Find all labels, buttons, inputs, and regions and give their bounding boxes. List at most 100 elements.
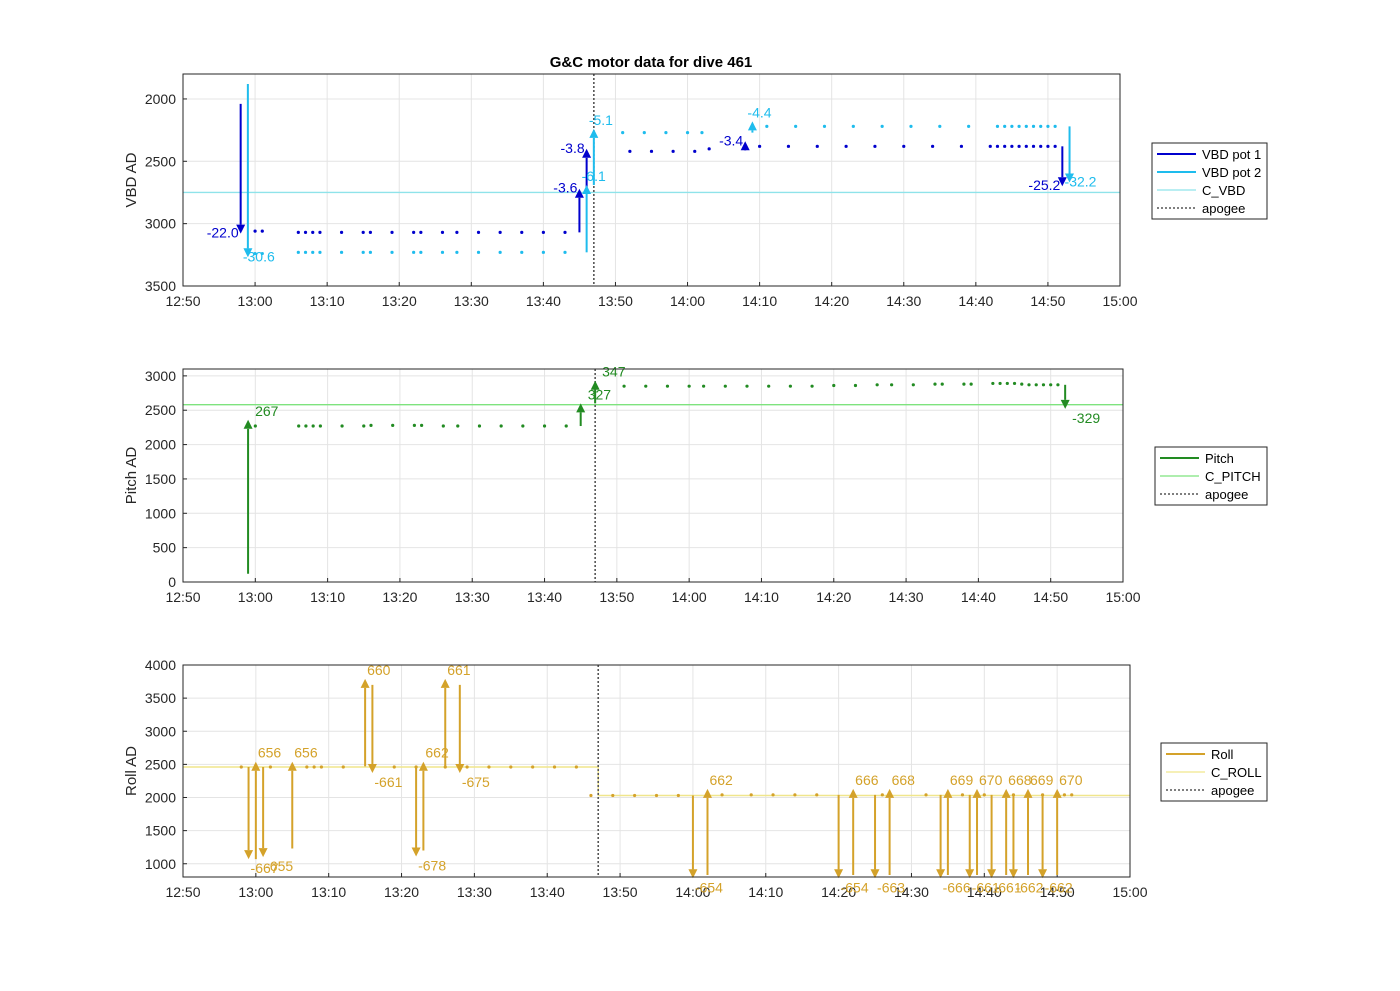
move-arrow-head (418, 761, 428, 771)
data-point (693, 149, 697, 153)
legend-entry: C_PITCH (1205, 469, 1261, 484)
data-point (392, 765, 396, 769)
data-point (318, 424, 322, 428)
x-tick-label: 13:30 (457, 884, 492, 900)
data-point (1046, 144, 1050, 148)
axes-frame (182, 664, 1131, 878)
data-point (341, 765, 345, 769)
y-tick-label: 3500 (145, 690, 176, 706)
y-tick-label: 1000 (145, 505, 176, 521)
data-point (771, 793, 775, 797)
data-point (541, 250, 545, 254)
data-point (1056, 383, 1060, 387)
move-arrow-head (287, 761, 297, 771)
move-label: -661 (994, 879, 1022, 895)
data-point (368, 250, 372, 254)
legend-entry: apogee (1202, 201, 1245, 216)
data-point (589, 793, 593, 798)
move-label: 669 (950, 772, 974, 788)
move-label: -662 (1015, 879, 1043, 895)
data-point (455, 230, 459, 234)
move-label: -3.8 (561, 140, 585, 156)
y-tick-label: 2000 (145, 437, 176, 453)
move-label: 668 (892, 772, 916, 788)
data-point (487, 765, 491, 769)
data-point (962, 382, 966, 386)
data-point (1024, 144, 1028, 148)
data-point (1012, 381, 1017, 386)
y-tick-label: 3000 (145, 368, 176, 384)
data-point (676, 793, 680, 798)
move-label: -675 (462, 774, 490, 790)
data-point (959, 144, 964, 148)
move-label: -30.6 (243, 248, 275, 264)
data-point (1070, 793, 1074, 797)
y-tick-label: 2500 (145, 153, 176, 169)
data-point (671, 149, 675, 153)
move-label: -663 (877, 879, 905, 895)
legend-entry: VBD pot 1 (1202, 147, 1261, 162)
y-axis-label: Roll AD (123, 746, 140, 796)
data-point (574, 765, 578, 769)
move-label: -32.2 (1065, 173, 1097, 189)
data-point (938, 124, 942, 128)
data-point (1003, 124, 1007, 128)
data-point (239, 765, 243, 769)
x-tick-label: 14:00 (675, 884, 710, 900)
legend-box (1151, 142, 1268, 220)
move-arrow-head (244, 850, 254, 860)
data-point (296, 250, 300, 254)
legend-entry: Roll (1211, 747, 1234, 762)
data-point (745, 384, 749, 388)
data-point (687, 384, 691, 388)
y-axis-label: VBD AD (123, 152, 140, 207)
x-tick-label: 13:50 (603, 884, 638, 900)
move-arrow-head (360, 678, 370, 688)
data-point (633, 793, 637, 798)
data-point (933, 382, 937, 386)
move-arrow-head (590, 380, 600, 390)
data-point (815, 793, 819, 797)
data-point (1005, 381, 1009, 386)
data-point (253, 251, 257, 256)
move-label: -3.6 (553, 180, 577, 196)
x-tick-label: 14:30 (889, 589, 924, 605)
data-point (419, 250, 423, 254)
x-tick-label: 13:20 (382, 589, 417, 605)
x-tick-label: 14:10 (742, 293, 777, 309)
move-label: -22.0 (207, 225, 239, 241)
data-point (967, 124, 971, 128)
move-arrow-head (589, 128, 599, 138)
move-arrow-head (367, 764, 377, 773)
data-point (260, 229, 264, 233)
x-tick-label: 12:50 (165, 589, 200, 605)
x-tick-label: 13:10 (311, 884, 346, 900)
move-arrow-head (870, 869, 880, 879)
data-point (412, 250, 416, 254)
data-point (628, 149, 632, 153)
data-point (541, 230, 545, 234)
y-tick-label: 2000 (145, 790, 176, 806)
series-pitch: 267 327 347 -329 (243, 364, 1100, 574)
move-arrow-head (440, 678, 450, 688)
move-label: 327 (588, 386, 612, 402)
x-tick-label: 13:00 (238, 589, 273, 605)
data-point (988, 144, 992, 148)
data-point (253, 229, 257, 233)
data-point (1010, 144, 1014, 148)
data-point (1031, 144, 1036, 148)
data-point (542, 424, 547, 428)
y-tick-label: 1000 (145, 856, 176, 872)
data-point (644, 384, 648, 388)
y-tick-label: 3000 (145, 216, 176, 232)
x-tick-label: 14:40 (961, 589, 996, 605)
data-point (822, 124, 827, 128)
move-label: 660 (367, 662, 391, 678)
move-arrow-head (1038, 869, 1048, 879)
data-point (476, 250, 481, 254)
x-tick-label: 13:40 (530, 884, 565, 900)
move-arrow-head (703, 788, 712, 798)
